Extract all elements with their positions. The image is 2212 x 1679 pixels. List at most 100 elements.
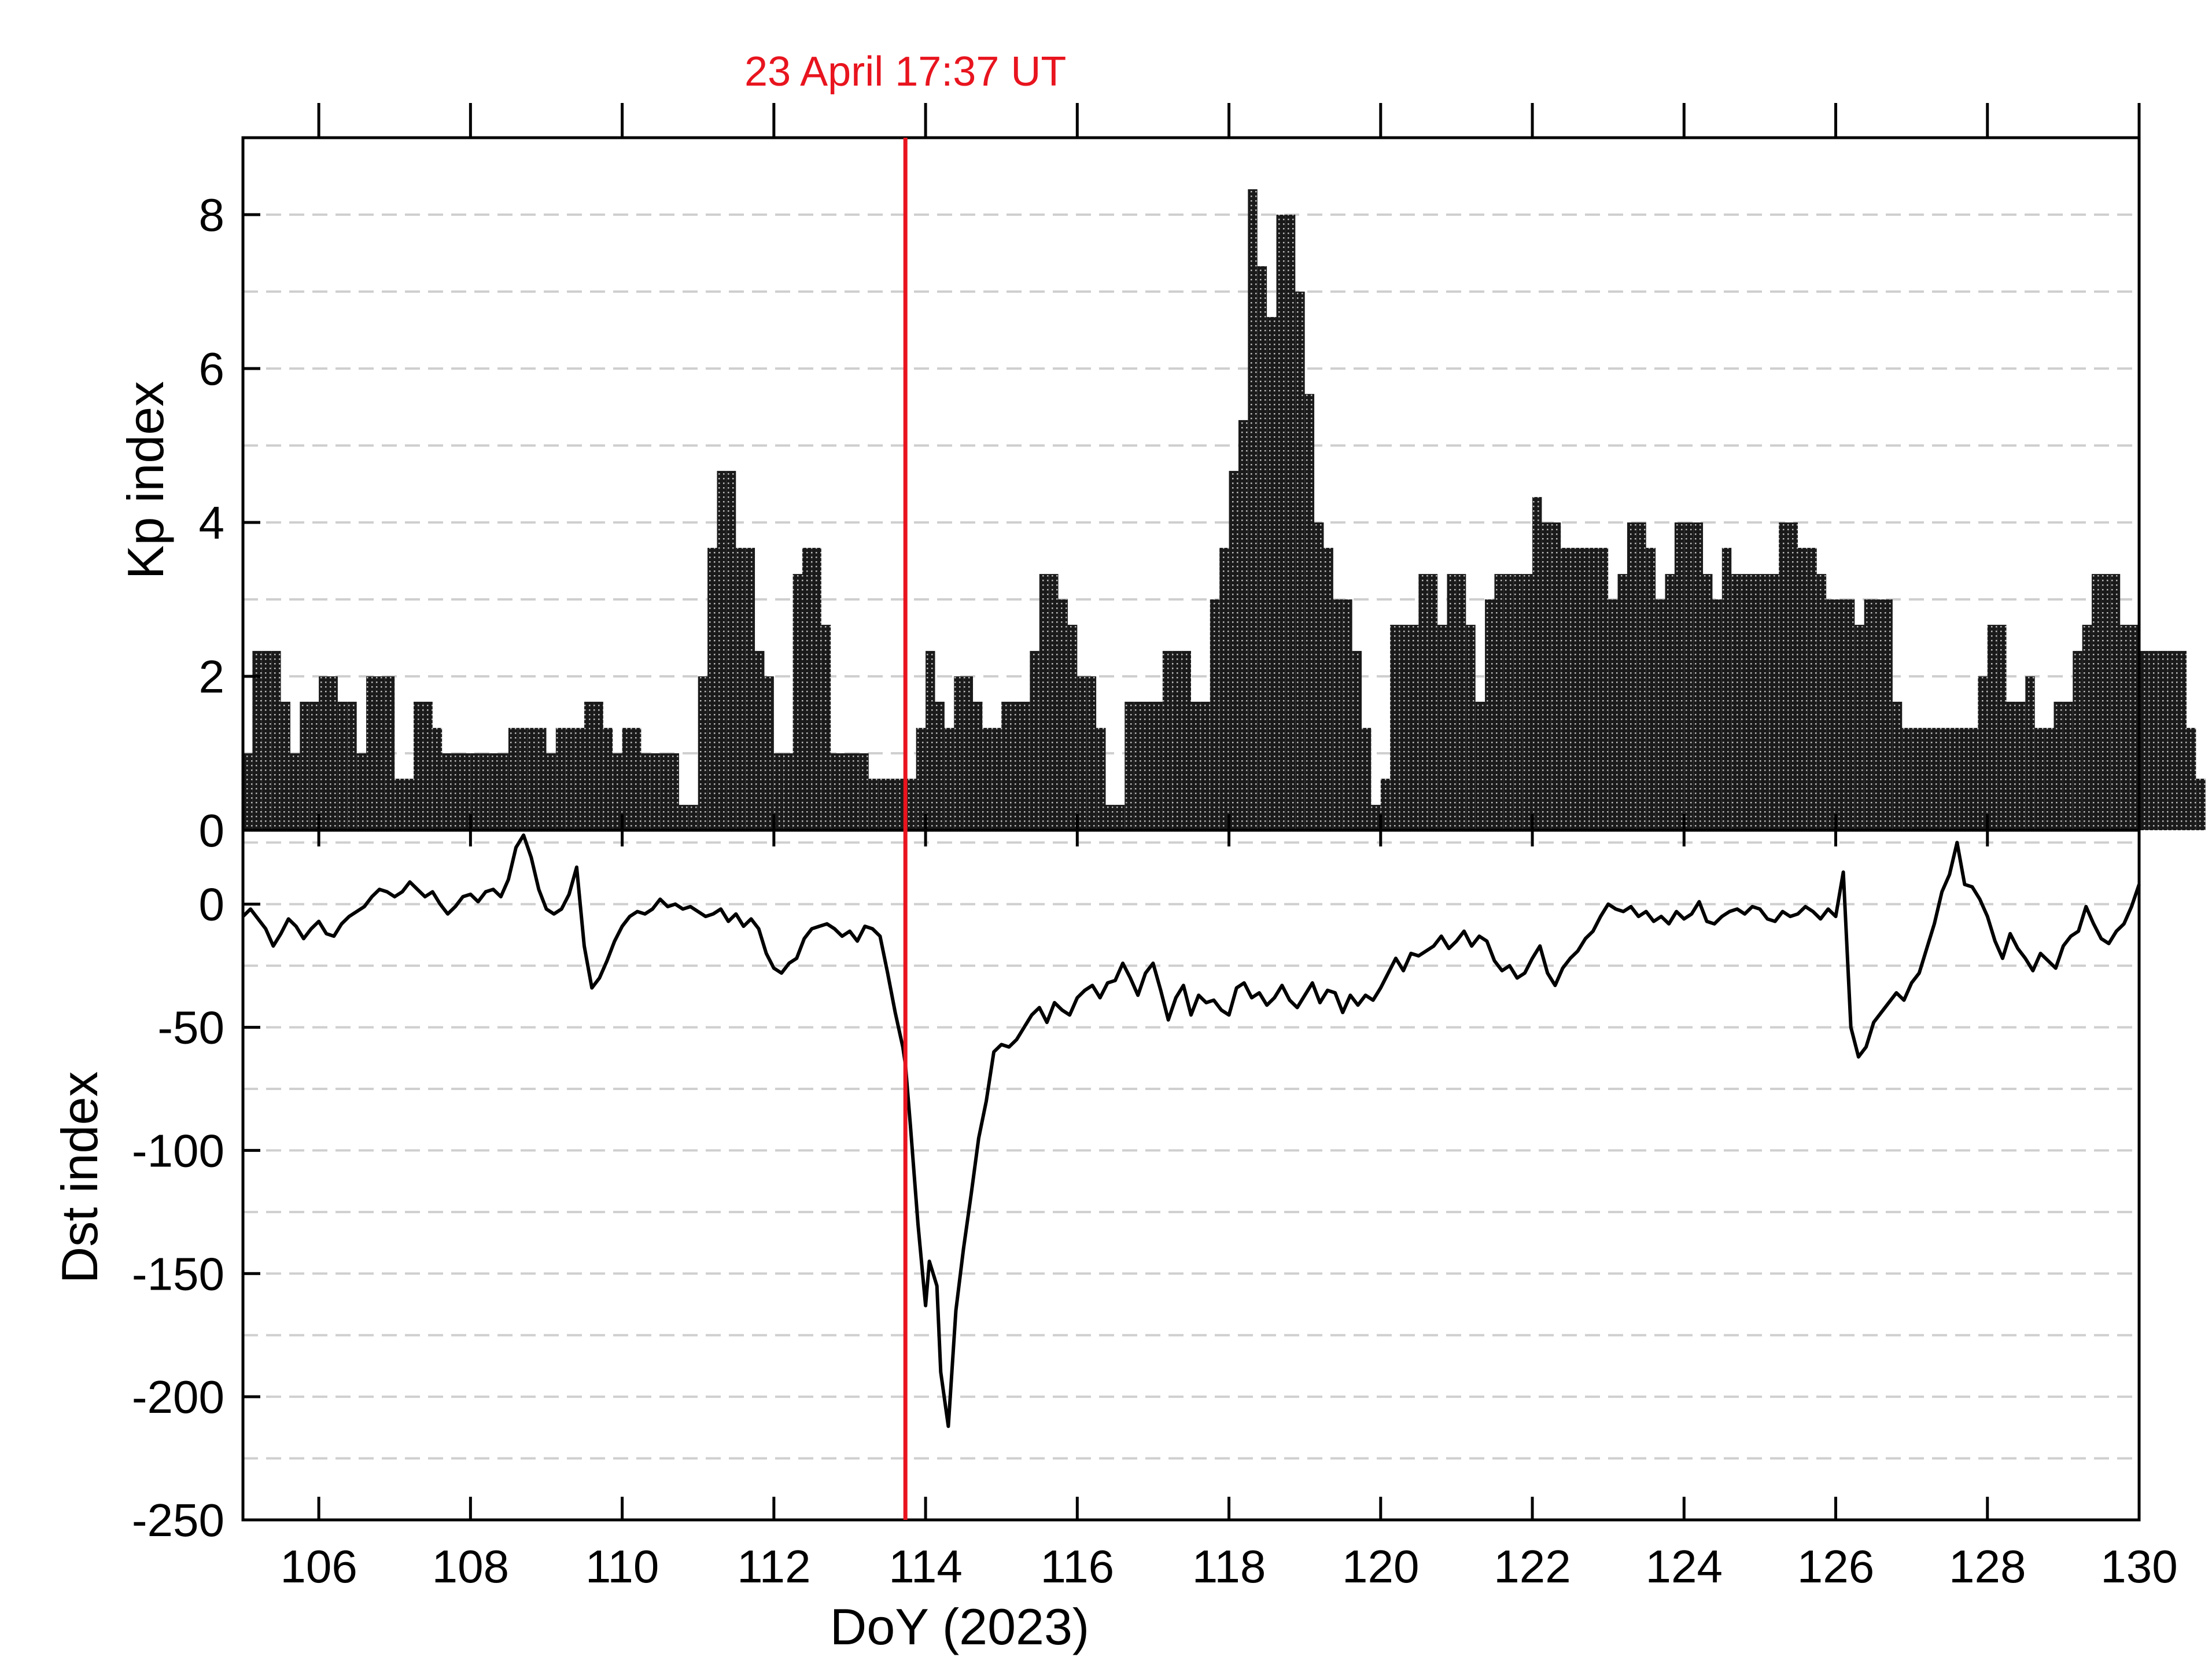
kp-bar — [2129, 624, 2139, 830]
kp-bar — [1968, 728, 1978, 830]
kp-bar — [660, 753, 670, 830]
kp-bar — [1503, 574, 1514, 830]
kp-bar — [1456, 574, 1466, 830]
kp-bar — [773, 753, 784, 830]
kp-bar — [290, 753, 300, 830]
kp-bar — [1797, 547, 1808, 830]
kp-bar — [2148, 651, 2158, 830]
kp-bar — [555, 728, 566, 830]
kp-bar — [1570, 547, 1580, 830]
kp-bar — [2034, 728, 2045, 830]
kp-bar — [849, 753, 860, 830]
kp-bar — [1077, 676, 1087, 830]
kp-bar — [1779, 522, 1789, 830]
kp-bar — [1067, 624, 1078, 830]
x-tick-label: 108 — [432, 1541, 509, 1592]
kp-bar — [442, 753, 452, 830]
kp-bar — [2196, 778, 2206, 830]
kp-bar — [1627, 522, 1637, 830]
kp-bar — [840, 753, 850, 830]
kp-bar — [631, 728, 642, 830]
kp-bar — [243, 753, 253, 830]
kp-bar — [726, 470, 736, 830]
kp-bar — [451, 753, 461, 830]
dst-y-tick-label: -200 — [132, 1371, 224, 1423]
kp-bar — [802, 547, 812, 830]
kp-bar — [669, 753, 679, 830]
kp-bar — [527, 728, 537, 830]
kp-bar — [271, 651, 281, 830]
kp-bar — [1532, 497, 1542, 830]
kp-bar — [2101, 574, 2111, 830]
kp-bar — [954, 676, 964, 830]
kp-bar — [404, 778, 414, 830]
kp-bar — [1949, 728, 1959, 830]
kp-bar — [926, 651, 935, 830]
kp-y-tick-label: 6 — [199, 343, 225, 395]
x-tick-label: 106 — [280, 1541, 357, 1592]
dst-panel-frame — [241, 829, 2141, 1522]
kp-bar — [1959, 728, 1968, 830]
x-tick-label: 118 — [1192, 1541, 1266, 1592]
kp-bar — [622, 728, 632, 830]
kp-bar — [1105, 805, 1115, 830]
kp-bar — [385, 676, 395, 830]
kp-bar — [1210, 599, 1220, 830]
kp-bar — [859, 753, 869, 830]
kp-bar — [1020, 701, 1030, 830]
kp-y-tick-label: 8 — [199, 189, 225, 241]
kp-bar — [1086, 676, 1097, 830]
kp-bar — [1721, 547, 1732, 830]
kp-bar — [878, 778, 888, 830]
kp-bar — [1115, 805, 1125, 830]
kp-bar — [1826, 599, 1836, 830]
kp-bar — [1542, 522, 1551, 830]
kp-bar — [1911, 728, 1922, 830]
kp-bar — [1219, 547, 1229, 830]
kp-bar — [906, 778, 916, 830]
kp-bar — [2015, 701, 2026, 830]
kp-bar — [1380, 778, 1391, 830]
event-marker-label: 23 April 17:37 UT — [744, 49, 1066, 95]
kp-bar — [2167, 651, 2177, 830]
x-tick-label: 130 — [2100, 1541, 2177, 1592]
kp-bar — [319, 676, 329, 830]
kp-bar — [1930, 728, 1940, 830]
kp-bar — [1172, 651, 1182, 830]
kp-bar — [1409, 624, 1419, 830]
x-tick-label: 112 — [737, 1541, 811, 1592]
kp-bar — [1466, 624, 1476, 830]
kp-bar — [1428, 574, 1438, 830]
kp-bar — [518, 728, 528, 830]
dst-y-tick-label: -250 — [132, 1494, 224, 1546]
x-tick-label: 110 — [585, 1541, 659, 1592]
kp-bar — [2186, 728, 2196, 830]
kp-bar — [1741, 574, 1751, 830]
kp-bar — [1940, 728, 1950, 830]
dst-line-series — [241, 833, 2141, 1428]
kp-bar — [1058, 599, 1068, 830]
kp-bar — [1883, 599, 1893, 830]
x-tick-label: 126 — [1797, 1541, 1874, 1592]
kp-bar — [698, 676, 708, 830]
kp-bar — [821, 624, 831, 830]
kp-bar — [309, 701, 319, 830]
kp-bar — [1096, 728, 1106, 830]
kp-bar — [613, 753, 622, 830]
kp-bar — [963, 676, 974, 830]
kp-bar — [2054, 701, 2063, 830]
kp-bar — [1352, 651, 1362, 830]
dst-y-tick-label: 0 — [199, 879, 225, 930]
kp-bar — [935, 701, 945, 830]
dst-line — [241, 833, 2141, 1428]
kp-bar — [356, 753, 367, 830]
kp-bar — [1845, 599, 1855, 830]
kp-bar — [281, 701, 290, 830]
kp-bar — [584, 701, 594, 830]
kp-bar — [1030, 651, 1039, 830]
kp-bar — [736, 547, 746, 830]
kp-bar — [1276, 215, 1286, 830]
kp-bar — [1760, 574, 1769, 830]
kp-bar — [1636, 522, 1646, 830]
kp-bar — [1229, 470, 1238, 830]
